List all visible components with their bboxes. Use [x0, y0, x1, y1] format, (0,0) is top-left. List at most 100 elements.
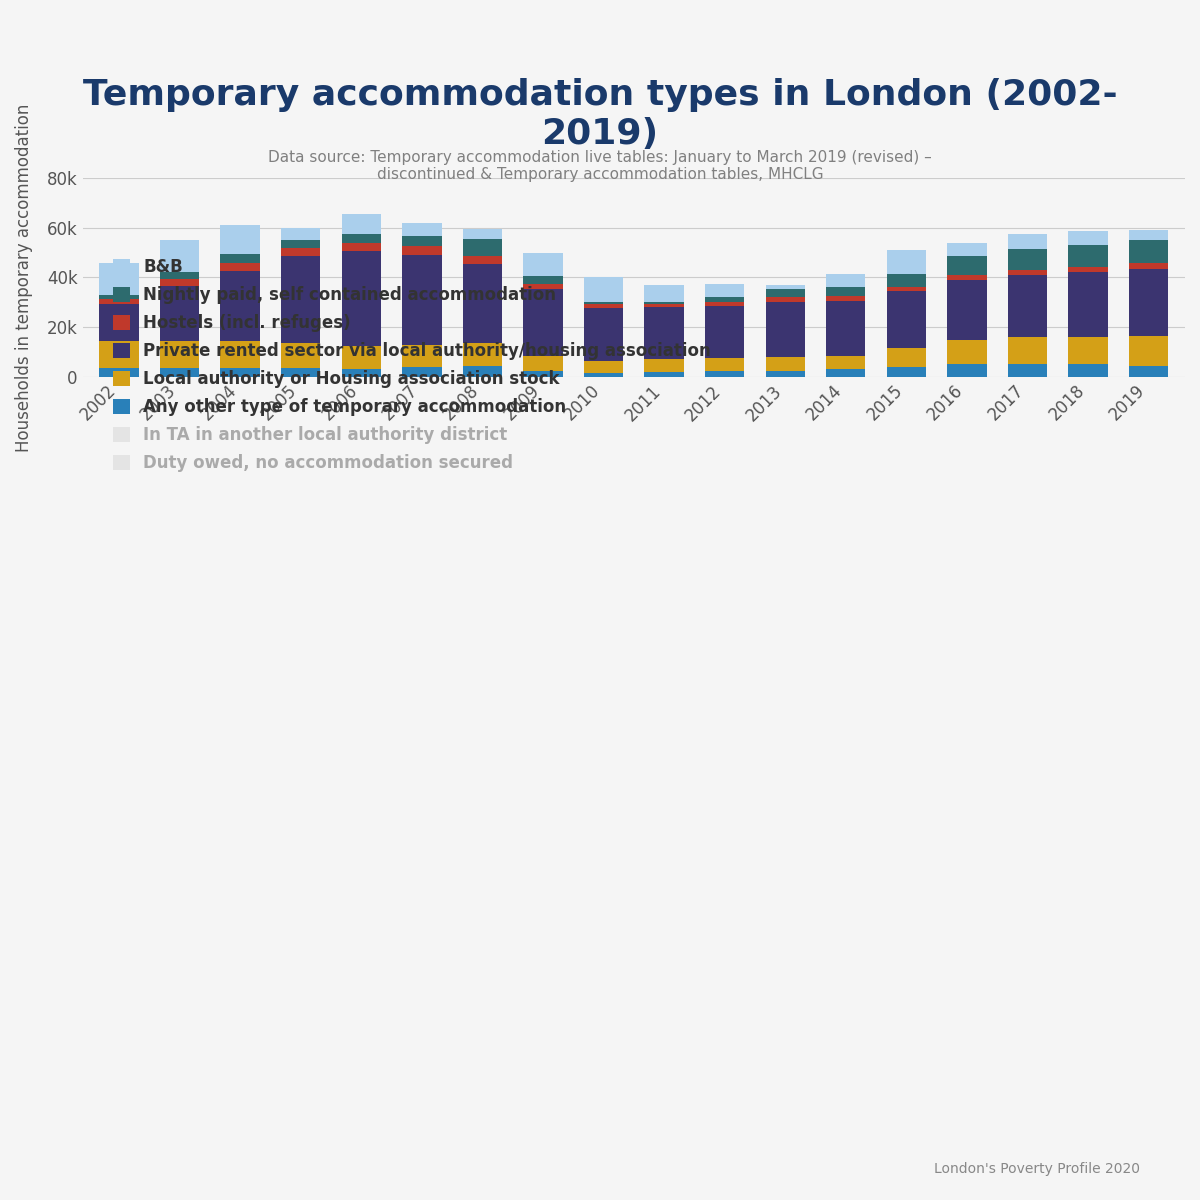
Bar: [704, 284, 744, 296]
Bar: [221, 271, 259, 341]
Bar: [1068, 337, 1108, 365]
Bar: [644, 307, 684, 360]
Bar: [704, 301, 744, 306]
Bar: [463, 343, 502, 366]
Bar: [947, 256, 986, 276]
Bar: [281, 257, 320, 343]
Bar: [463, 257, 502, 264]
Bar: [281, 343, 320, 368]
Bar: [221, 368, 259, 377]
Bar: [766, 356, 805, 371]
Bar: [1008, 337, 1048, 365]
Bar: [100, 263, 139, 295]
Bar: [402, 344, 442, 367]
Bar: [402, 367, 442, 377]
Bar: [160, 341, 199, 368]
Bar: [221, 254, 259, 263]
Bar: [826, 355, 865, 370]
Legend: B&B, Nightly paid, self contained accommodation, Hostels (incl. refuges), Privat: B&B, Nightly paid, self contained accomm…: [113, 258, 710, 472]
Bar: [281, 240, 320, 247]
Bar: [826, 301, 865, 355]
Bar: [1129, 269, 1169, 336]
Bar: [1068, 365, 1108, 377]
Bar: [584, 304, 623, 308]
Bar: [100, 299, 139, 304]
Bar: [463, 264, 502, 343]
Bar: [160, 240, 199, 272]
Bar: [704, 296, 744, 301]
Bar: [523, 355, 563, 371]
Bar: [1008, 275, 1048, 337]
Bar: [463, 229, 502, 239]
Text: London's Poverty Profile 2020: London's Poverty Profile 2020: [934, 1162, 1140, 1176]
Bar: [1008, 248, 1048, 270]
Bar: [281, 228, 320, 240]
Bar: [584, 277, 623, 302]
Bar: [1008, 234, 1048, 248]
Bar: [463, 239, 502, 257]
Bar: [342, 214, 380, 234]
Text: Temporary accommodation types in London (2002-
2019): Temporary accommodation types in London …: [83, 78, 1117, 151]
Bar: [704, 359, 744, 371]
Bar: [826, 287, 865, 296]
Bar: [1068, 272, 1108, 337]
Bar: [342, 346, 380, 370]
Bar: [584, 308, 623, 361]
Bar: [463, 366, 502, 377]
Bar: [826, 296, 865, 301]
Bar: [704, 371, 744, 377]
Bar: [644, 284, 684, 302]
Bar: [766, 284, 805, 289]
Bar: [644, 302, 684, 304]
Bar: [221, 263, 259, 271]
Bar: [826, 370, 865, 377]
Bar: [160, 286, 199, 341]
Bar: [644, 372, 684, 377]
Bar: [644, 360, 684, 372]
Bar: [704, 306, 744, 359]
Bar: [342, 242, 380, 251]
Bar: [402, 246, 442, 256]
Bar: [402, 236, 442, 246]
Bar: [342, 370, 380, 377]
Bar: [947, 280, 986, 340]
Bar: [160, 278, 199, 286]
Bar: [221, 226, 259, 254]
Bar: [402, 223, 442, 236]
Bar: [1068, 268, 1108, 272]
Bar: [1008, 270, 1048, 275]
Bar: [1129, 336, 1169, 366]
Bar: [160, 272, 199, 278]
Bar: [523, 289, 563, 355]
Bar: [947, 365, 986, 377]
Y-axis label: Households in temporary accommodation: Households in temporary accommodation: [16, 103, 34, 451]
Text: Data source: Temporary accommodation live tables: January to March 2019 (revised: Data source: Temporary accommodation liv…: [268, 150, 932, 182]
Bar: [100, 295, 139, 299]
Bar: [766, 298, 805, 302]
Bar: [887, 250, 926, 274]
Bar: [402, 256, 442, 344]
Bar: [887, 367, 926, 377]
Bar: [887, 287, 926, 292]
Bar: [100, 368, 139, 377]
Bar: [342, 251, 380, 346]
Bar: [1129, 366, 1169, 377]
Bar: [1008, 365, 1048, 377]
Bar: [947, 244, 986, 256]
Bar: [584, 373, 623, 377]
Bar: [887, 292, 926, 348]
Bar: [523, 283, 563, 289]
Bar: [160, 368, 199, 377]
Bar: [281, 368, 320, 377]
Bar: [947, 276, 986, 280]
Bar: [342, 234, 380, 242]
Bar: [826, 274, 865, 287]
Bar: [887, 348, 926, 367]
Bar: [1129, 263, 1169, 269]
Bar: [100, 341, 139, 368]
Bar: [281, 247, 320, 257]
Bar: [523, 252, 563, 276]
Bar: [766, 371, 805, 377]
Bar: [584, 361, 623, 373]
Bar: [766, 302, 805, 356]
